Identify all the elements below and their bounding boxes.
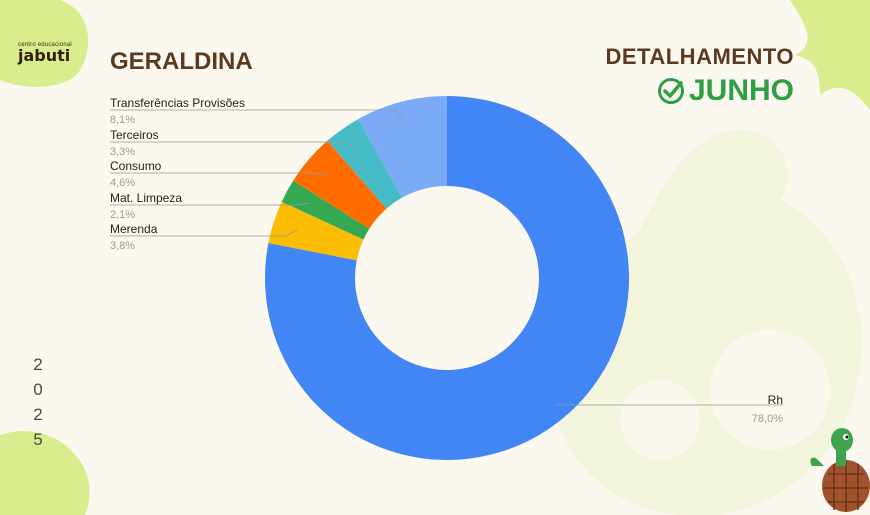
slice-value: 78,0%	[752, 413, 783, 425]
logo: centro educacional jabuti	[18, 42, 88, 65]
header-right: DETALHAMENTO JUNHO	[605, 44, 794, 108]
donut-slice	[327, 119, 403, 209]
slice-label: Consumo	[110, 159, 162, 173]
year-vertical: 2 0 2 5	[30, 352, 46, 452]
detail-label: DETALHAMENTO	[605, 44, 794, 69]
slice-label: Mat. Limpeza	[110, 191, 182, 205]
year-digit: 2	[33, 355, 43, 374]
year-digit: 5	[33, 430, 43, 449]
decor-star-top-right	[790, 0, 870, 110]
month-label: JUNHO	[688, 74, 794, 107]
year-digit: 0	[33, 380, 43, 399]
slice-label: Rh	[768, 393, 783, 407]
leader-line	[110, 172, 328, 177]
slice-label: Terceiros	[110, 128, 159, 142]
year-digit: 2	[33, 405, 43, 424]
donut-slice	[358, 96, 447, 198]
decor-turtle-watermark	[551, 130, 862, 515]
slice-label: Transferências Provisões	[110, 96, 245, 110]
decor-blob-top-left	[0, 0, 89, 87]
page-title: GERALDINA	[110, 48, 253, 75]
month-row: JUNHO	[605, 74, 794, 108]
donut-slice	[268, 201, 364, 261]
slice-value: 3,8%	[110, 240, 135, 252]
leader-line	[110, 109, 408, 127]
slice-value: 8,1%	[110, 114, 135, 126]
leader-line	[110, 141, 357, 150]
turtle-mascot-icon	[810, 428, 870, 512]
slice-value: 4,6%	[110, 177, 135, 189]
slice-value: 2,1%	[110, 209, 135, 221]
decor-blob-bottom-left	[0, 431, 90, 515]
logo-name: jabuti	[18, 46, 71, 65]
logo-subtitle: centro educacional	[18, 42, 72, 48]
slice-value: 3,3%	[110, 146, 135, 158]
slice-label: Merenda	[110, 222, 158, 236]
check-circle-icon	[657, 78, 684, 104]
donut-slice	[281, 180, 370, 240]
leader-line	[110, 202, 310, 206]
leader-line	[110, 229, 298, 237]
donut-slice	[293, 140, 387, 229]
donut-slice	[265, 96, 629, 460]
